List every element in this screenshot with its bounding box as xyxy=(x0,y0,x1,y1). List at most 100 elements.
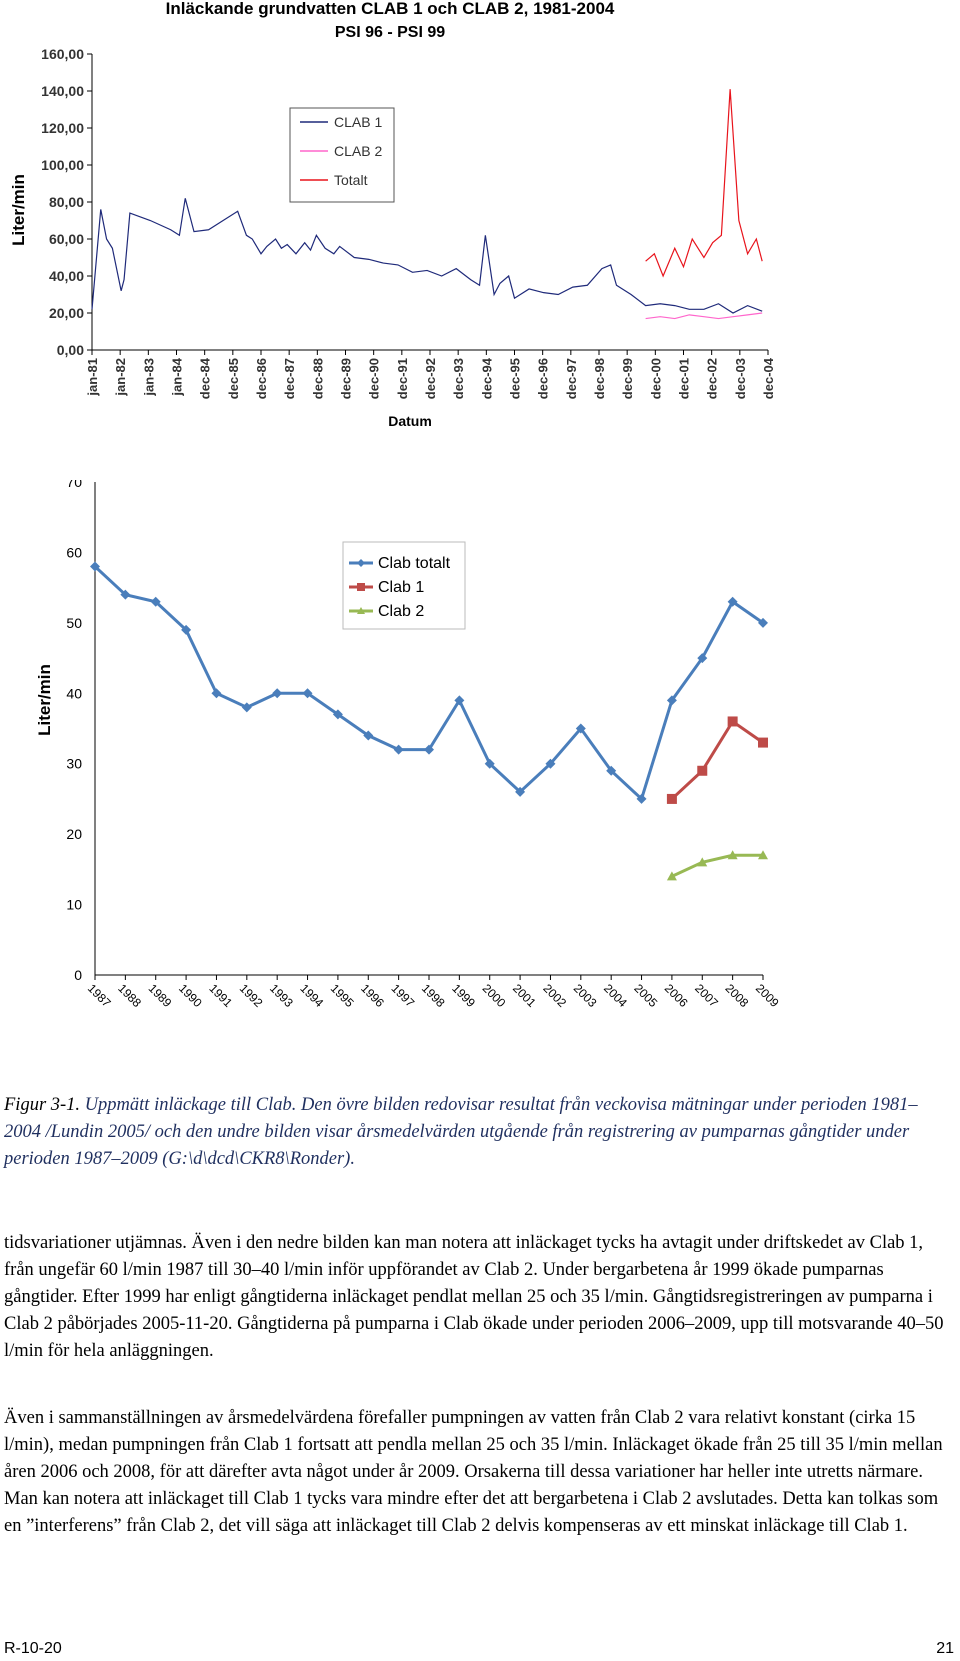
chart1-xtick-label: dec-93 xyxy=(451,358,466,399)
chart1-xtick-label: jan-81 xyxy=(85,358,100,397)
report-id: R-10-20 xyxy=(4,1640,62,1657)
chart2-xtick-label: 1991 xyxy=(206,981,235,1010)
chart2-series-clab-1 xyxy=(670,719,764,801)
chart2-xtick-label: 2001 xyxy=(510,981,539,1010)
chart2-xtick-label: 1990 xyxy=(176,981,205,1010)
chart2-point xyxy=(697,653,708,664)
caption-label: Figur 3-1. xyxy=(4,1095,81,1115)
chart2-point xyxy=(758,850,768,860)
chart2-point xyxy=(120,589,131,600)
chart1-ytick-label: 140,00 xyxy=(41,83,84,99)
chart1-xtick-label: dec-89 xyxy=(339,358,354,399)
chart1-xlabel: Datum xyxy=(388,413,432,429)
chart1-series-clab-1 xyxy=(91,198,763,314)
chart1-xtick-label: dec-92 xyxy=(423,358,438,399)
chart1-xtick-label: dec-90 xyxy=(367,358,382,399)
chart2-point xyxy=(363,730,374,741)
chart2-xtick-label: 1997 xyxy=(389,981,418,1010)
chart2-point xyxy=(211,688,222,699)
chart2-xtick-label: 2000 xyxy=(480,981,509,1010)
chart2-point xyxy=(666,695,677,706)
chart2-point xyxy=(515,786,526,797)
chart2-point xyxy=(636,793,647,804)
chart2-series-clab-2 xyxy=(671,853,763,878)
chart1-series-totalt xyxy=(645,89,763,278)
chart1-ytick-label: 0,00 xyxy=(57,342,84,358)
chart2-point xyxy=(697,765,708,776)
chart2-xtick-label: 1998 xyxy=(419,981,448,1010)
chart2-point xyxy=(302,688,313,699)
chart1-legend-label: CLAB 1 xyxy=(334,114,382,130)
chart2-point xyxy=(545,758,556,769)
chart2-ylabel: Liter/min xyxy=(35,664,54,736)
chart1-ylabel: Liter/min xyxy=(9,174,28,246)
chart2-legend-marker xyxy=(357,559,365,567)
chart2-legend-marker xyxy=(357,583,365,591)
chart2-ytick-label: 70 xyxy=(66,480,82,490)
chart2-point xyxy=(332,709,343,720)
chart1-xtick-label: dec-94 xyxy=(479,357,494,399)
chart2-point xyxy=(758,617,768,628)
chart2-ytick-label: 20 xyxy=(66,826,82,842)
chart2-legend-label: Clab 1 xyxy=(378,579,424,596)
chart1-xtick-label: dec-86 xyxy=(254,358,269,399)
chart1-subtitle: PSI 96 - PSI 99 xyxy=(335,24,445,41)
chart1-ytick-label: 160,00 xyxy=(41,46,84,62)
chart1-xtick-label: dec-01 xyxy=(677,358,692,399)
caption-text: Uppmätt inläckage till Clab. Den övre bi… xyxy=(4,1095,918,1169)
chart2-point xyxy=(241,702,252,713)
chart1-xtick-label: dec-91 xyxy=(395,358,410,399)
chart2-xtick-label: 1995 xyxy=(328,981,357,1010)
chart2-point xyxy=(666,793,677,804)
figure-caption: Figur 3-1. Uppmätt inläckage till Clab. … xyxy=(4,1092,954,1173)
chart1-xtick-label: dec-95 xyxy=(508,358,523,399)
chart2-point xyxy=(90,561,100,572)
chart2-point xyxy=(727,850,738,860)
body-paragraph-2: Även i sammanställningen av årsmedelvärd… xyxy=(4,1408,943,1536)
chart2-point xyxy=(697,857,708,867)
chart2-ytick-label: 0 xyxy=(74,967,82,983)
chart1-xtick-label: jan-82 xyxy=(113,358,128,397)
chart1-ytick-label: 60,00 xyxy=(49,231,84,247)
chart1-ytick-label: 120,00 xyxy=(41,120,84,136)
chart1-xtick-label: dec-03 xyxy=(733,358,748,399)
chart2-xtick-label: 2004 xyxy=(601,981,630,1010)
chart2-legend-label: Clab totalt xyxy=(378,555,451,572)
chart1-xtick-label: dec-88 xyxy=(310,358,325,399)
chart1-ytick-label: 40,00 xyxy=(49,268,84,284)
chart2-point xyxy=(454,695,465,706)
chart1-xtick-label: jan-84 xyxy=(170,357,185,396)
chart1-xtick-label: dec-04 xyxy=(761,357,776,399)
chart2-xtick-label: 1988 xyxy=(115,981,144,1010)
chart2-point xyxy=(484,758,495,769)
chart2-xtick-label: 1993 xyxy=(267,981,296,1010)
body-paragraph-1: tidsvariationer utjämnas. Även i den ned… xyxy=(4,1233,944,1361)
chart1-xtick-label: dec-84 xyxy=(198,357,213,399)
chart2-point xyxy=(575,723,586,734)
chart2-xtick-label: 1994 xyxy=(297,981,326,1010)
chart2-point xyxy=(727,716,738,727)
chart1-xtick-label: jan-83 xyxy=(141,358,156,397)
chart1-xtick-label: dec-99 xyxy=(620,358,635,399)
chart2-xtick-label: 2005 xyxy=(631,981,660,1010)
chart2-ytick-label: 40 xyxy=(66,685,82,701)
chart2-point xyxy=(150,596,161,607)
chart1-ytick-label: 80,00 xyxy=(49,194,84,210)
chart2-xtick-label: 2003 xyxy=(571,981,600,1010)
chart1-xtick-label: dec-02 xyxy=(705,358,720,399)
chart1-xtick-label: dec-00 xyxy=(648,358,663,399)
chart1-title: Inläckande grundvatten CLAB 1 och CLAB 2… xyxy=(166,0,615,18)
chart1-legend-label: CLAB 2 xyxy=(334,143,382,159)
chart2-ytick-label: 10 xyxy=(66,897,82,913)
chart2-xtick-label: 1989 xyxy=(146,981,175,1010)
chart2-xtick-label: 2009 xyxy=(753,981,782,1010)
chart2-point xyxy=(606,765,617,776)
chart1-xtick-label: dec-97 xyxy=(564,358,579,399)
chart1-legend-box xyxy=(289,107,395,203)
annual-leakage-chart: Liter/min 0 10 20 30 40 50 60 70 1987 1988 1989 1990… xyxy=(35,480,782,1010)
chart1-xtick-label: dec-96 xyxy=(536,358,551,399)
weekly-leakage-chart: Inläckande grundvatten CLAB 1 och CLAB 2… xyxy=(9,0,776,429)
chart2-xtick-label: 1996 xyxy=(358,981,387,1010)
chart2-point xyxy=(393,744,404,755)
chart2-xtick-label: 1999 xyxy=(449,981,478,1010)
